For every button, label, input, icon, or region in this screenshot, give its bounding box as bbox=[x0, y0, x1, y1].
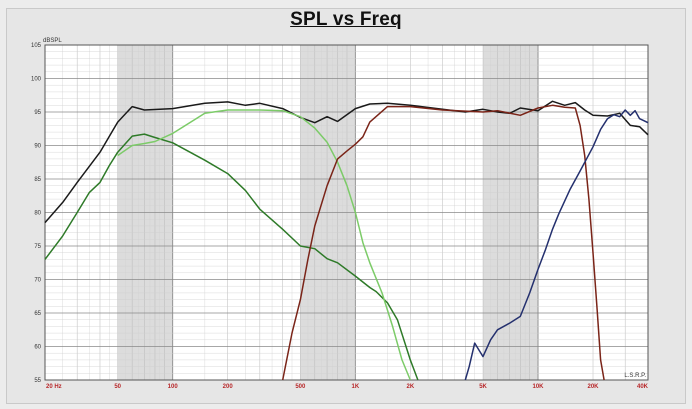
x-tick-label: 2K bbox=[407, 384, 415, 390]
x-tick-label: 1K bbox=[352, 384, 360, 390]
y-tick-label: 95 bbox=[34, 110, 41, 116]
x-tick-label: 200 bbox=[223, 384, 234, 390]
corner-label: L.S.R.P. bbox=[624, 373, 646, 379]
y-tick-label: 80 bbox=[34, 211, 41, 217]
y-axis-unit: dBSPL bbox=[43, 38, 62, 44]
y-tick-label: 70 bbox=[34, 278, 41, 284]
y-tick-label: 105 bbox=[31, 43, 42, 49]
x-tick-label: 100 bbox=[168, 384, 179, 390]
series-lines bbox=[44, 100, 649, 381]
x-tick-label: 20 Hz bbox=[46, 384, 62, 390]
y-tick-label: 75 bbox=[34, 244, 41, 250]
series-line-5 bbox=[464, 109, 649, 381]
chart-title: SPL vs Freq bbox=[290, 9, 402, 30]
x-tick-label: 40K bbox=[637, 384, 649, 390]
series-line-4 bbox=[281, 104, 605, 381]
y-tick-label: 60 bbox=[34, 345, 41, 351]
y-tick-label: 85 bbox=[34, 177, 41, 183]
series-line-1 bbox=[44, 100, 649, 224]
x-tick-label: 10K bbox=[533, 384, 545, 390]
y-tick-label: 90 bbox=[34, 144, 41, 150]
x-tick-label: 5K bbox=[479, 384, 487, 390]
series-line-3 bbox=[117, 109, 411, 381]
series-line-2 bbox=[44, 133, 419, 381]
y-tick-label: 100 bbox=[31, 77, 42, 83]
y-tick-label: 65 bbox=[34, 311, 41, 317]
x-tick-label: 500 bbox=[295, 384, 306, 390]
x-tick-label: 50 bbox=[114, 384, 121, 390]
plot-border bbox=[44, 44, 649, 381]
x-tick-label: 20K bbox=[588, 384, 600, 390]
grid bbox=[44, 44, 649, 381]
y-tick-label: 55 bbox=[34, 378, 41, 384]
